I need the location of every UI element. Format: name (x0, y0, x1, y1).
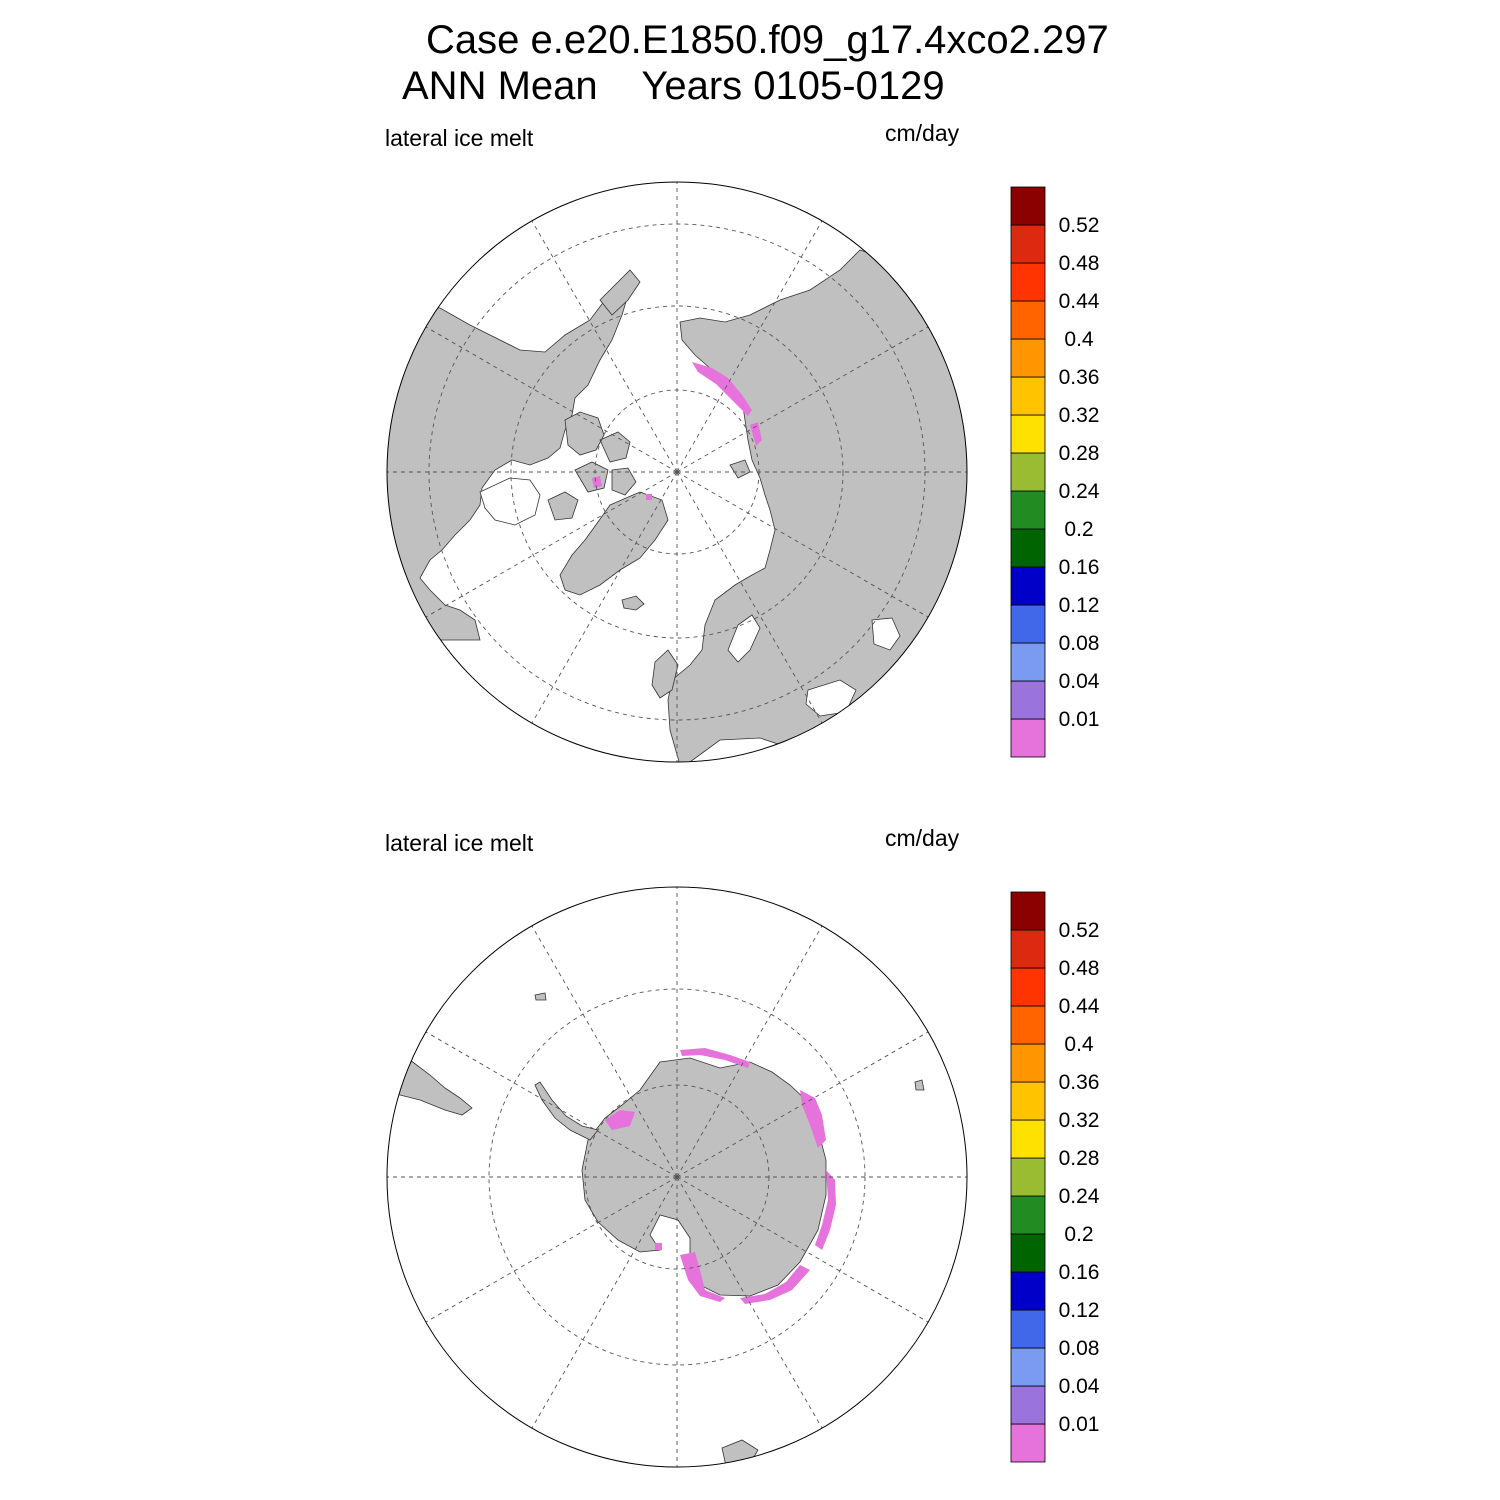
south-melt-patch (680, 1048, 750, 1068)
north-colorbar-label: 0.01 (1059, 708, 1100, 731)
south-colorbar-label: 0.48 (1059, 957, 1100, 980)
south-colorbar-swatch (1010, 1271, 1046, 1311)
arctic-archipelago (547, 411, 637, 521)
south-melt-patch (740, 1265, 810, 1304)
north-colorbar-swatch (1010, 528, 1046, 568)
north-colorbar-label: 0.08 (1059, 632, 1100, 655)
north-gridlines (387, 182, 967, 762)
hudson-bay (479, 477, 541, 526)
south-colorbar-swatch (1010, 1157, 1046, 1197)
north-colorbar-swatch (1010, 604, 1046, 644)
south-colorbar-swatch (1010, 1233, 1046, 1273)
north-colorbar-swatch (1010, 642, 1046, 682)
iceland-land (621, 595, 645, 611)
north-colorbar-label: 0.4 (1064, 328, 1094, 351)
greenland-land (559, 491, 669, 596)
caspian-sea (871, 617, 901, 651)
north-colorbar-label: 0.32 (1059, 404, 1100, 427)
baltic-sea (727, 614, 761, 663)
north-colorbar-label: 0.12 (1059, 594, 1100, 617)
north-colorbar-label: 0.24 (1059, 480, 1100, 503)
north-colorbar-swatch (1010, 490, 1046, 530)
north-land (387, 249, 967, 762)
south-colorbar-label: 0.12 (1059, 1299, 1100, 1322)
south-colorbar-label: 0.01 (1059, 1413, 1100, 1436)
south-map-border (386, 886, 968, 1468)
south-colorbar-swatch (1010, 1385, 1046, 1425)
south-colorbar-swatch (1010, 1005, 1046, 1045)
case-title: Case e.e20.E1850.f09_g17.4xco2.297 (426, 18, 1109, 62)
south-melt-patch (800, 1090, 826, 1148)
north-colorbar-swatch (1010, 186, 1046, 226)
north-colorbar-label: 0.36 (1059, 366, 1100, 389)
south-colorbar-label: 0.04 (1059, 1375, 1100, 1398)
north-colorbar-label: 0.48 (1059, 252, 1100, 275)
alaska-land (599, 269, 641, 316)
south-colorbar-swatch (1010, 1195, 1046, 1235)
south-polar-map (386, 886, 968, 1468)
south-colorbar-label: 0.44 (1059, 995, 1100, 1018)
south-colorbar-label: 0.28 (1059, 1147, 1100, 1170)
south-colorbar-swatch (1010, 1043, 1046, 1083)
south-gridlines (387, 887, 967, 1467)
south-melt-patch (815, 1170, 836, 1250)
north-colorbar-label: 0.52 (1059, 214, 1100, 237)
north-colorbar-label: 0.04 (1059, 670, 1100, 693)
south-colorbar-label: 0.24 (1059, 1185, 1100, 1208)
antarctic-peninsula (534, 1081, 599, 1141)
north-america-land (387, 284, 629, 641)
south-variable-label: lateral ice melt (385, 830, 534, 856)
south-melt-patch (655, 1243, 662, 1250)
north-melt-patch (692, 362, 752, 416)
south-colorbar: 0.01 0.04 0.08 0.12 0.16 0.2 0.24 0.28 0.32 0.36 0… (1010, 891, 1100, 1463)
north-variable-label: lateral ice melt (385, 125, 534, 151)
north-colorbar-swatch (1010, 224, 1046, 264)
north-colorbar-swatch (1010, 680, 1046, 720)
south-melt-field (605, 1048, 836, 1304)
south-melt-patch (680, 1252, 725, 1302)
south-colorbar-swatch (1010, 1347, 1046, 1387)
north-colorbar-swatch (1010, 262, 1046, 302)
north-melt-field (592, 362, 762, 500)
south-colorbar-swatch (1010, 1081, 1046, 1121)
north-colorbar-swatch (1010, 452, 1046, 492)
south-colorbar-swatch (1010, 929, 1046, 969)
south-colorbar-label: 0.16 (1059, 1261, 1100, 1284)
south-colorbar-swatch (1010, 1423, 1046, 1463)
south-colorbar-swatch (1010, 1309, 1046, 1349)
north-map-border (386, 181, 968, 763)
north-colorbar-label: 0.2 (1064, 518, 1093, 541)
north-colorbar-label: 0.28 (1059, 442, 1100, 465)
north-colorbar-label: 0.44 (1059, 290, 1100, 313)
north-colorbar-swatch (1010, 718, 1046, 758)
south-colorbar-label: 0.36 (1059, 1071, 1100, 1094)
south-melt-patch (605, 1110, 635, 1130)
north-units-label: cm/day (885, 120, 960, 146)
north-colorbar-swatch (1010, 338, 1046, 378)
north-colorbar: 0.01 0.04 0.08 0.12 0.16 0.2 0.24 0.28 0.32 0.36 0… (1010, 186, 1100, 758)
south-colorbar-label: 0.32 (1059, 1109, 1100, 1132)
south-colorbar-label: 0.2 (1064, 1223, 1093, 1246)
south-colorbar-swatch (1010, 1119, 1046, 1159)
south-units-label: cm/day (885, 825, 960, 851)
south-colorbar-swatch (1010, 967, 1046, 1007)
south-colorbar-label: 0.08 (1059, 1337, 1100, 1360)
north-colorbar-swatch (1010, 376, 1046, 416)
south-colorbar-label: 0.52 (1059, 919, 1100, 942)
british-isles (651, 649, 679, 699)
north-melt-patch (646, 494, 652, 500)
period-title: ANN Mean Years 0105-0129 (402, 64, 945, 108)
south-colorbar-swatch (1010, 891, 1046, 931)
north-colorbar-label: 0.16 (1059, 556, 1100, 579)
north-colorbar-swatch (1010, 300, 1046, 340)
south-colorbar-label: 0.4 (1064, 1033, 1094, 1056)
north-colorbar-swatch (1010, 566, 1046, 606)
north-colorbar-swatch (1010, 414, 1046, 454)
north-polar-map (386, 181, 968, 763)
north-melt-patch (592, 476, 602, 488)
north-melt-patch (750, 422, 762, 446)
